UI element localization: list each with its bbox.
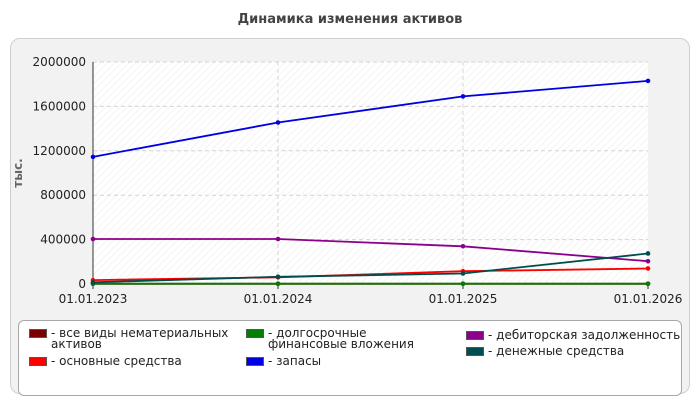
data-point [275, 120, 281, 125]
data-point [645, 251, 651, 256]
y-tick-label: 1200000 [33, 144, 86, 158]
legend-label: - денежные средства [488, 344, 625, 358]
legend-label: - основные средства [51, 354, 182, 368]
data-point [90, 236, 96, 242]
x-tick-label: 01.01.2023 [59, 292, 128, 306]
data-point [460, 243, 466, 249]
legend-swatch [466, 347, 484, 356]
x-tick-label: 01.01.2026 [614, 292, 683, 306]
legend-label: - запасы [268, 354, 322, 368]
legend-swatch [246, 329, 264, 338]
legend-label: - долгосрочные финансовые вложения [268, 326, 414, 351]
x-tick-label: 01.01.2024 [244, 292, 313, 306]
series-line [92, 80, 649, 158]
data-point [460, 94, 466, 99]
x-tick-label: 01.01.2025 [429, 292, 498, 306]
data-point [645, 281, 651, 286]
chart-title: Динамика изменения активов [237, 12, 463, 27]
data-point [460, 281, 466, 286]
data-point [275, 281, 281, 286]
legend-label: - все виды нематериальных активов [51, 326, 229, 351]
data-point [460, 271, 466, 276]
y-tick-label: 0 [78, 277, 86, 291]
tick-labels: 0 400000 800000 1200000 1600000 2000000 01.01.… [33, 55, 683, 306]
series-line [93, 238, 649, 263]
data-point [90, 154, 96, 160]
y-axis-title: тыс. [11, 158, 25, 187]
data-point [645, 78, 651, 84]
data-point [275, 236, 281, 242]
legend-swatch [29, 329, 47, 338]
legend: - все виды нематериальных активов - осно… [18, 320, 682, 396]
y-tick-label: 1600000 [33, 99, 86, 113]
plot-area [93, 62, 648, 284]
legend-swatch [246, 357, 264, 366]
chart-plot: 0 400000 800000 1200000 1600000 2000000 01.01.… [11, 55, 683, 306]
data-point [645, 266, 651, 271]
series-line [92, 252, 649, 284]
y-tick-label: 400000 [40, 233, 86, 247]
y-tick-label: 800000 [40, 188, 86, 202]
data-point [645, 258, 651, 264]
legend-swatch [29, 357, 47, 366]
data-point [275, 274, 281, 280]
y-tick-label: 2000000 [33, 55, 86, 69]
legend-swatch [466, 331, 484, 340]
series [90, 78, 651, 287]
legend-label: - дебиторская задолженность [488, 328, 681, 342]
data-point [90, 280, 96, 285]
